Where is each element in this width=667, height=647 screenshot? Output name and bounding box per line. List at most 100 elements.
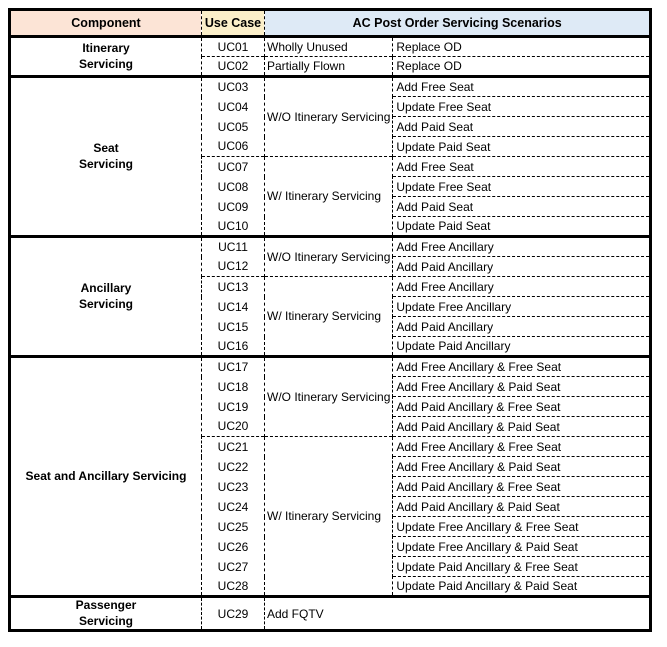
component-cell: Ancillary Servicing — [9, 235, 202, 357]
use-case-cell: UC23 — [217, 479, 249, 494]
scenario-cell: Update Free Ancillary & Paid Seat — [392, 536, 651, 557]
use-case-cell: UC01 — [201, 35, 265, 57]
use-case-cell: UC04 — [217, 99, 249, 114]
use-case-cell: UC08 — [217, 179, 249, 194]
scenario-cell: Add Free Seat — [392, 75, 651, 97]
scenario-cell: Update Paid Ancillary & Free Seat — [392, 556, 651, 577]
component-cell: Seat and Ancillary Servicing — [9, 355, 202, 597]
use-case-cell: UC06 — [217, 139, 249, 154]
use-case-cell: UC14 — [217, 299, 249, 314]
scenario-cell: Add Paid Ancillary — [392, 256, 651, 277]
use-case-cell: UC15 — [217, 319, 249, 334]
table-row: UC08 Update Free Seat — [10, 176, 651, 197]
scenario-cell: Add Paid Ancillary & Free Seat — [392, 396, 651, 417]
use-case-cell: UC05 — [217, 119, 249, 134]
table-row: UC05 Add Paid Seat — [10, 116, 651, 137]
table-row: UC16 Update Paid Ancillary — [10, 336, 651, 357]
scenario-cell: Add Paid Ancillary & Paid Seat — [392, 416, 651, 437]
scenario-cell: Add Paid Ancillary & Paid Seat — [392, 496, 651, 517]
condition-cell: W/ Itinerary Servicing — [263, 276, 394, 357]
table-row: UC23 Add Paid Ancillary & Free Seat — [10, 476, 651, 497]
table-body: Itinerary Servicing UC01 Wholly Unused Repl… — [9, 35, 651, 631]
scenario-cell: Update Free Ancillary & Free Seat — [392, 516, 651, 537]
condition-cell: W/O Itinerary Servicing — [263, 75, 394, 157]
use-case-cell: UC12 — [217, 259, 249, 274]
scenario-cell: Update Free Ancillary — [392, 296, 651, 317]
condition-cell: Wholly Unused — [263, 35, 394, 57]
scenario-cell: Add Free Ancillary & Free Seat — [392, 355, 651, 377]
component-header-cell: Component — [9, 9, 202, 38]
table-row: Seat Servicing UC03 W/O Itinerary Servicin… — [9, 75, 651, 237]
scenario-cell: Update Free Seat — [392, 176, 651, 197]
table-row: UC26 Update Free Ancillary & Paid Seat — [10, 536, 651, 557]
scenario-cell: Add Paid Ancillary — [392, 316, 651, 337]
scenario-cell: Add Paid Seat — [392, 116, 651, 137]
component-cell: Passenger Servicing — [9, 594, 202, 631]
condition-cell: Partially Flown — [263, 56, 394, 77]
scenario-cell: Add Free Seat — [392, 156, 651, 177]
table-row: UC07 W/ Itinerary Servicing Add Free Seat — [10, 156, 651, 237]
table-row: UC18 Add Free Ancillary & Paid Seat — [10, 376, 651, 397]
scenario-cell: Update Paid Ancillary — [392, 336, 651, 357]
table-row: UC15 Add Paid Ancillary — [10, 316, 651, 337]
use-case-cell: UC11 — [201, 235, 265, 257]
use-case-cell: UC24 — [217, 499, 249, 514]
use-case-cell: UC21 — [201, 436, 265, 457]
use-case-cell: UC09 — [217, 199, 249, 214]
table-row: Passenger Servicing UC29 Add FQTV — [9, 594, 651, 631]
condition-cell: Add FQTV — [263, 594, 651, 631]
table-row: UC04 Update Free Seat — [10, 96, 651, 117]
table-row: UC22 Add Free Ancillary & Paid Seat — [10, 456, 651, 477]
scenario-cell: Update Paid Seat — [392, 216, 651, 237]
table-row: Itinerary Servicing UC01 Wholly Unused Repl… — [9, 35, 651, 77]
table-row: Seat and Ancillary Servicing UC17 W/O Itin… — [9, 355, 651, 597]
use-case-cell: UC26 — [217, 539, 249, 554]
scenario-cell: Add Free Ancillary — [392, 235, 651, 257]
scenario-cell: Add Free Ancillary & Paid Seat — [392, 456, 651, 477]
component-cell: Seat Servicing — [9, 75, 202, 237]
table-row: UC19 Add Paid Ancillary & Free Seat — [10, 396, 651, 417]
use-case-cell: UC18 — [217, 379, 249, 394]
table-row: UC12 Add Paid Ancillary — [10, 256, 651, 277]
use-case-cell: UC16 — [217, 338, 249, 353]
scenario-cell: Update Paid Seat — [392, 136, 651, 157]
condition-cell: W/ Itinerary Servicing — [263, 156, 394, 237]
table-row: UC13 W/ Itinerary Servicing Add Free Ancil… — [10, 276, 651, 357]
use-case-cell: UC20 — [217, 419, 249, 434]
table-row: UC02 Partially Flown Replace OD — [10, 56, 651, 77]
header-row: Component Use Case AC Post Order Servici… — [9, 9, 651, 38]
table-row: UC25 Update Free Ancillary & Free Seat — [10, 516, 651, 537]
use-case-cell: UC03 — [201, 75, 265, 97]
table-row: UC27 Update Paid Ancillary & Free Seat — [10, 556, 651, 577]
table-row: UC24 Add Paid Ancillary & Paid Seat — [10, 496, 651, 517]
use-case-cell: UC10 — [217, 218, 249, 233]
use-case-cell: UC13 — [201, 276, 265, 297]
use-case-table: Component Use Case AC Post Order Servici… — [8, 8, 653, 633]
table-row: UC14 Update Free Ancillary — [10, 296, 651, 317]
use-case-cell: UC29 — [201, 594, 265, 631]
table-header: Component Use Case AC Post Order Servici… — [9, 9, 651, 38]
table-row: UC28 Update Paid Ancillary & Paid Seat — [10, 576, 651, 597]
condition-cell: W/ Itinerary Servicing — [263, 436, 394, 597]
use-case-cell: UC25 — [217, 519, 249, 534]
scenario-cell: Add Free Ancillary & Paid Seat — [392, 376, 651, 397]
scenario-cell: Replace OD — [392, 35, 651, 57]
table-row: UC09 Add Paid Seat — [10, 196, 651, 217]
scenario-cell: Replace OD — [392, 56, 651, 77]
scenarios-header-cell: AC Post Order Servicing Scenarios — [264, 9, 651, 38]
use-case-cell: UC07 — [201, 156, 265, 177]
table-row: UC21 W/ Itinerary Servicing Add Free Ancil… — [10, 436, 651, 597]
condition-cell: W/O Itinerary Servicing — [263, 355, 394, 437]
table-row: Ancillary Servicing UC11 W/O Itinerary Ser… — [9, 235, 651, 357]
use-case-cell: UC19 — [217, 399, 249, 414]
use-case-cell: UC17 — [201, 355, 265, 377]
table-row: UC06 Update Paid Seat — [10, 136, 651, 157]
scenario-cell: Add Free Ancillary — [392, 276, 651, 297]
component-cell: Itinerary Servicing — [9, 35, 202, 77]
use-case-cell: UC22 — [217, 459, 249, 474]
scenario-cell: Add Free Ancillary & Free Seat — [392, 436, 651, 457]
scenario-cell: Add Paid Ancillary & Free Seat — [392, 476, 651, 497]
use-case-header-cell: Use Case — [201, 9, 265, 38]
use-case-cell: UC02 — [201, 56, 265, 77]
